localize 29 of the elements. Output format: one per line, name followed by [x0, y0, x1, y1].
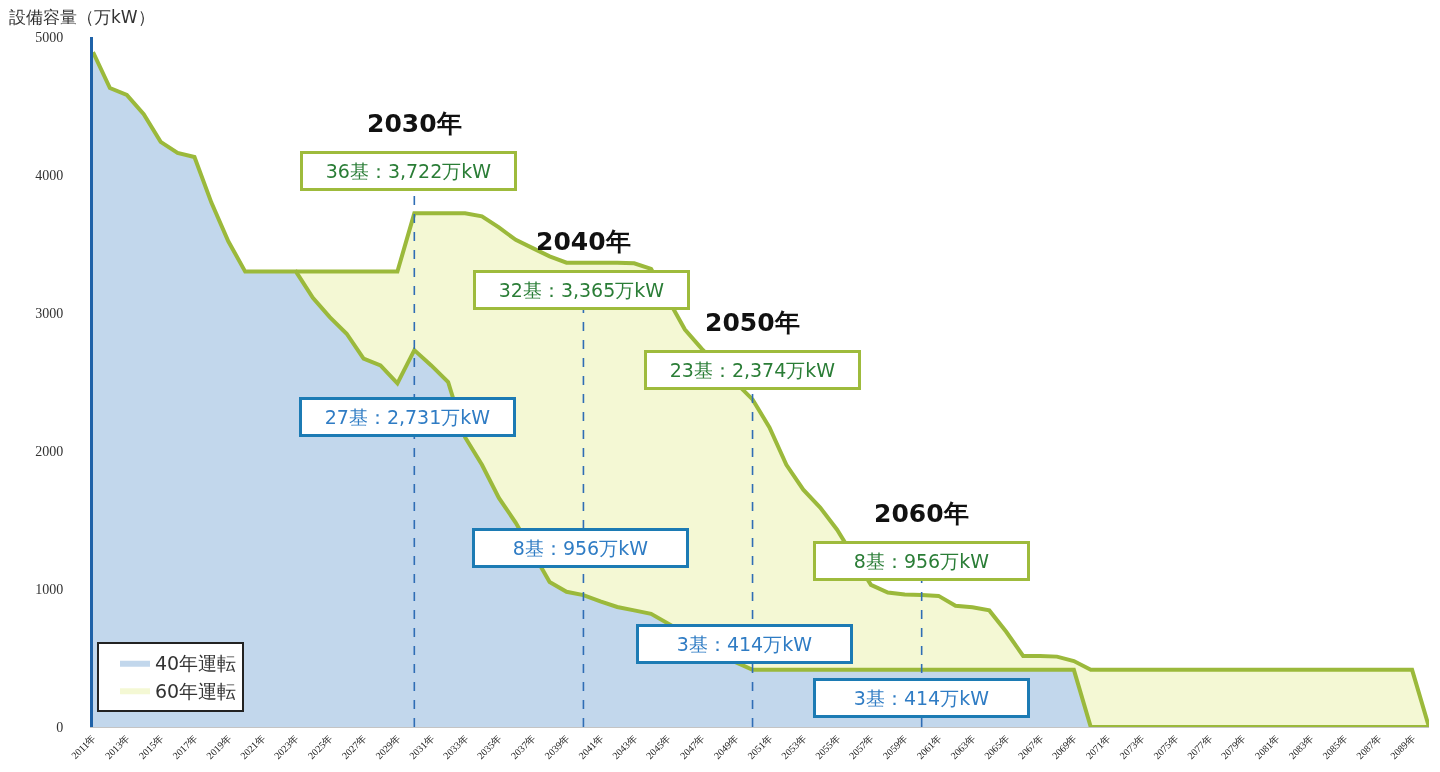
annotation: 3基：414万kW: [853, 687, 990, 709]
x-tick-label: 2051年: [745, 732, 775, 762]
y-tick-label: 1000: [35, 581, 64, 597]
y-tick-label: 5000: [35, 29, 64, 45]
annotation: 3基：414万kW: [676, 633, 813, 655]
legend-label: 60年運転: [155, 679, 237, 702]
annotation: 36基：3,722万kW: [325, 160, 492, 182]
y-tick-label: 3000: [35, 305, 64, 321]
ref-line-label: 2060年: [874, 499, 969, 528]
ref-line-label: 2050年: [705, 308, 800, 337]
y-axis-title: 設備容量（万kW）: [9, 7, 155, 27]
ref-line-label: 2040年: [536, 227, 631, 256]
annotation: 8基：956万kW: [853, 550, 990, 572]
x-tick-label: 2075年: [1151, 732, 1181, 762]
y-tick-label: 4000: [35, 167, 64, 183]
annotation: 8基：956万kW: [512, 537, 649, 559]
ref-line-label: 2030年: [367, 109, 462, 138]
annotation: 23基：2,374万kW: [669, 359, 836, 381]
x-tick-label: 2029年: [373, 732, 403, 762]
y-tick-label: 0: [56, 719, 64, 735]
x-tick-label: 2073年: [1117, 732, 1147, 762]
x-tick-label: 2085年: [1320, 732, 1350, 762]
x-tick-label: 2063年: [948, 732, 978, 762]
legend-label: 40年運転: [155, 652, 237, 675]
annotation: 27基：2,731万kW: [324, 406, 491, 428]
y-tick-label: 2000: [35, 443, 64, 459]
annotation: 32基：3,365万kW: [498, 279, 665, 301]
x-tick-label: 2039年: [542, 732, 572, 762]
x-tick-label: 2041年: [576, 732, 606, 762]
